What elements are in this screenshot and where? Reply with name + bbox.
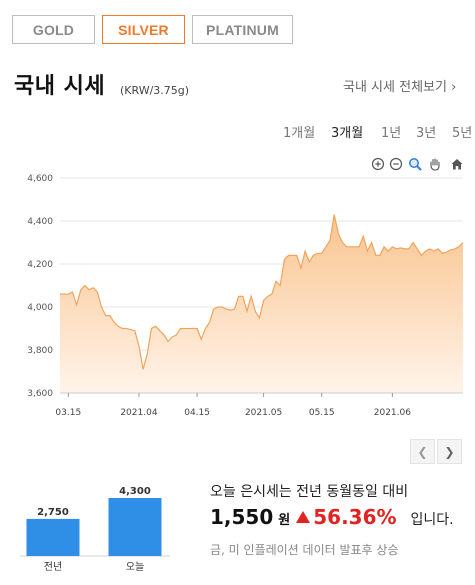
chevron-right-icon: ❯ — [444, 444, 455, 459]
x-tick-label: 2021.04 — [120, 408, 157, 418]
summary-line: 오늘 은시세는 전년 동월동일 대비 — [210, 484, 409, 500]
period-3y[interactable]: 3년 — [416, 126, 437, 141]
view-all-link[interactable]: 국내 시세 전체보기 › — [343, 80, 457, 95]
yoy-bar-chart: 2,750 전년 4,300 오늘 — [20, 486, 170, 573]
mini-value-label: 2,750 — [37, 507, 69, 518]
y-tick-label: 4,600 — [27, 174, 53, 184]
mini-category-label: 오늘 — [126, 561, 144, 573]
home-icon[interactable] — [450, 157, 464, 171]
x-tick-label: 2021.06 — [374, 408, 411, 418]
summary-change: 1,550 원 56.36% 입니다. — [210, 505, 454, 529]
page-title: 국내 시세 — [14, 74, 106, 99]
y-tick-label: 4,000 — [27, 303, 53, 313]
tab-platinum[interactable]: PLATINUM — [192, 15, 293, 44]
up-triangle-icon — [296, 511, 311, 523]
price-area — [60, 214, 463, 393]
summary-tail: 입니다. — [410, 512, 454, 528]
y-tick-label: 4,200 — [27, 260, 53, 270]
x-tick-label: 05.15 — [309, 408, 335, 418]
price-line — [60, 214, 464, 370]
price-diff: 1,550 — [210, 505, 274, 529]
pan-hand-icon[interactable] — [428, 157, 442, 171]
mini-bar — [108, 498, 162, 556]
currency-unit: 원 — [278, 513, 291, 528]
x-tick-label: 04.15 — [184, 408, 210, 418]
tab-silver[interactable]: SILVER — [102, 15, 185, 44]
y-tick-label: 3,600 — [27, 389, 53, 399]
zoom-out-icon[interactable] — [389, 157, 403, 171]
x-tick-label: 2021.05 — [245, 408, 282, 418]
period-3m[interactable]: 3개월 — [331, 126, 364, 141]
chart-next-button[interactable]: ❯ — [437, 439, 462, 464]
market-note: 금, 미 인플레이션 데이터 발표후 상승 — [210, 543, 399, 557]
period-5y[interactable]: 5년 — [452, 126, 473, 141]
mini-bar — [26, 518, 80, 556]
chevron-left-icon: ❮ — [417, 444, 428, 459]
mini-value-label: 4,300 — [119, 486, 151, 497]
y-tick-label: 3,800 — [27, 346, 53, 356]
chart-prev-button[interactable]: ❮ — [410, 439, 435, 464]
change-percent: 56.36% — [313, 505, 397, 529]
unit-label: (KRW/3.75g) — [120, 84, 190, 97]
period-1m[interactable]: 1개월 — [283, 126, 316, 141]
magnifier-icon[interactable] — [408, 157, 422, 171]
zoom-in-icon[interactable] — [371, 157, 385, 171]
tab-gold[interactable]: GOLD — [12, 15, 95, 44]
y-tick-label: 4,400 — [27, 217, 53, 227]
period-1y[interactable]: 1년 — [381, 126, 402, 141]
price-area-chart: 3,600 3,800 4,000 4,200 4,400 4,600 03.15 2021.… — [27, 174, 464, 418]
x-tick-label: 03.15 — [55, 408, 81, 418]
mini-category-label: 전년 — [44, 561, 62, 573]
